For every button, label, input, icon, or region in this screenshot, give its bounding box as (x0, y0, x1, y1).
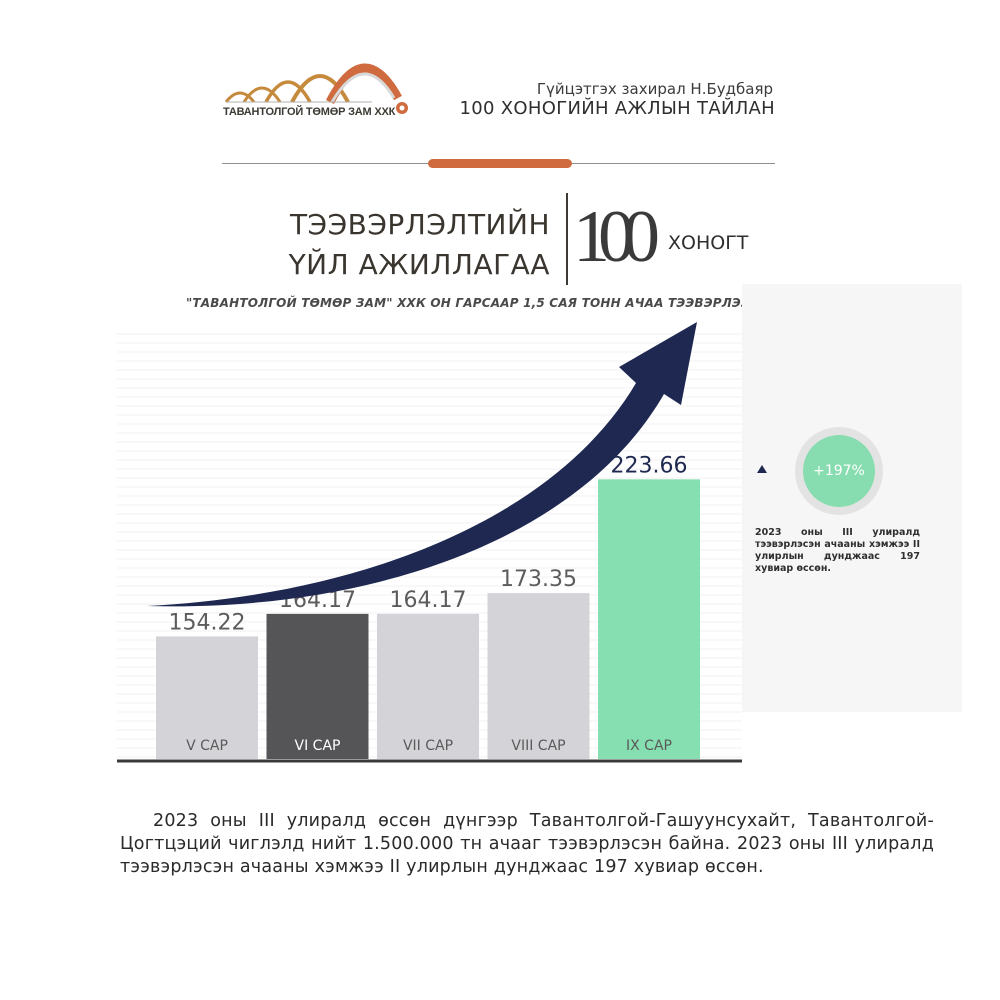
tagline: "ТАВАНТОЛГОЙ ТӨМӨР ЗАМ" ХХК ОН ГАРСААР 1… (185, 296, 815, 310)
category-label: V САР (186, 738, 228, 754)
up-triangle-icon (757, 465, 767, 473)
summary-paragraph: 2023 оны III улиралд өссөн дүнгээр Таван… (120, 811, 934, 877)
bar (377, 613, 479, 759)
bar (487, 593, 590, 759)
header-accent-bar (428, 159, 572, 168)
category-label: IX САР (626, 738, 672, 754)
percent-badge: +197% (803, 435, 875, 507)
trend-arrow (147, 322, 697, 607)
value-label: 173.35 (500, 567, 577, 592)
heading-line-2: ҮЙЛ АЖИЛЛАГАА (288, 248, 550, 281)
bar (598, 479, 700, 759)
report-title: 100 ХОНОГИЙН АЖЛЫН ТАЙЛАН (459, 98, 775, 119)
category-label: VI САР (295, 738, 341, 754)
value-label: 154.22 (169, 610, 246, 635)
days-label: ХОНОГТ (668, 232, 749, 254)
side-note: 2023 оны III улиралд тээвэрлэсэн ачааны … (755, 527, 920, 574)
category-label: VII САР (403, 738, 453, 754)
heading-divider (566, 193, 568, 285)
hundred-number: 100 (573, 196, 660, 278)
value-label: 223.66 (611, 453, 688, 478)
bar (266, 613, 369, 759)
bar (156, 636, 258, 759)
logo-text: ТАВАНТОЛГОЙ ТӨМӨР ЗАМ ХХК (223, 106, 396, 118)
director-subtitle: Гүйцэтгэх захирал Н.Будбаяр (536, 80, 773, 98)
heading-line-1: ТЭЭВЭРЛЭЛТИЙН (289, 208, 550, 241)
company-logo (222, 40, 414, 128)
category-label: VIII САР (511, 738, 565, 754)
value-label: 164.17 (390, 588, 467, 613)
logo-arcs-icon (224, 63, 408, 114)
